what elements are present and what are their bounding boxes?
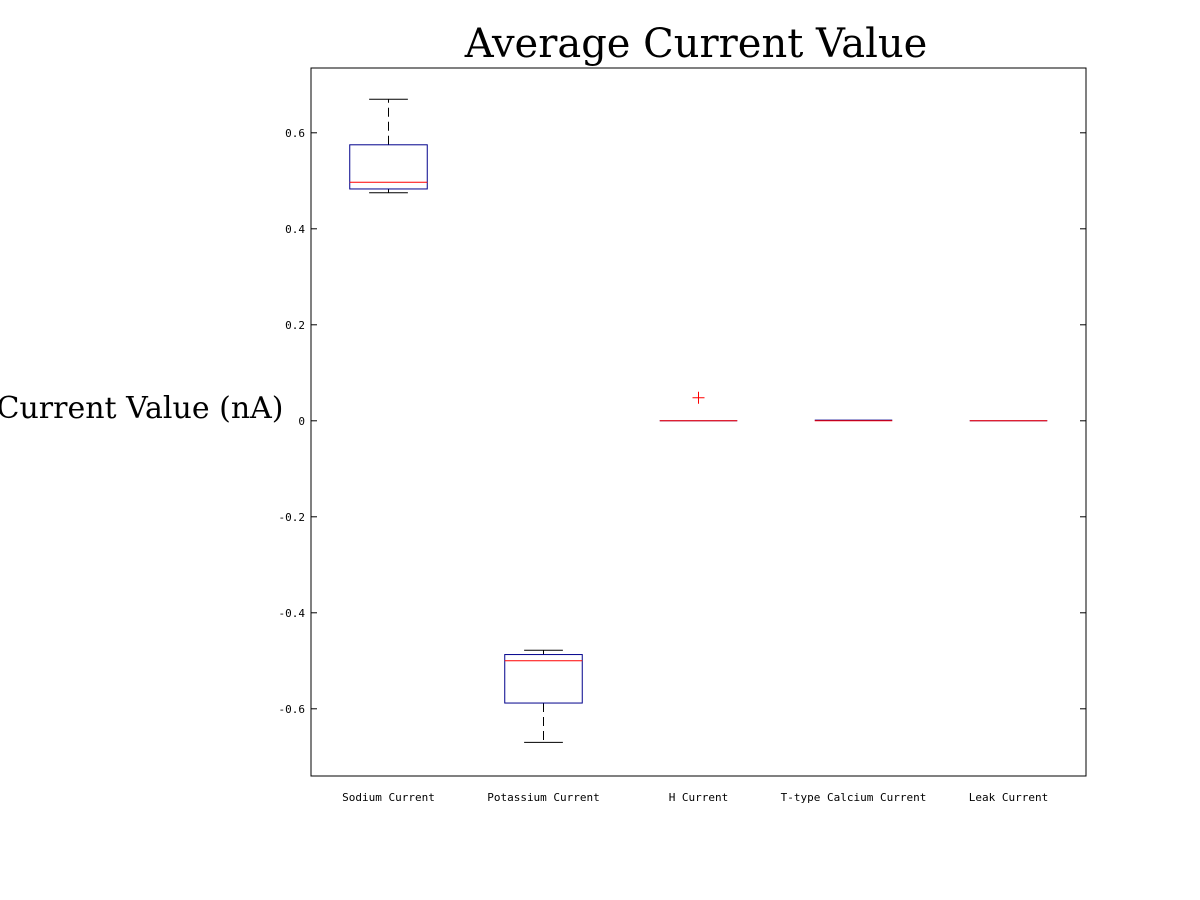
y-tick-label: -0.6 <box>279 703 306 716</box>
y-tick-label: 0 <box>298 415 305 428</box>
chart-title: Average Current Value <box>464 21 928 67</box>
x-tick-label: H Current <box>669 791 729 804</box>
y-axis-ticks: -0.6 -0.4 -0.2 0 0.2 0.4 0.6 <box>279 127 1086 716</box>
x-tick-label: Sodium Current <box>342 791 435 804</box>
x-axis-tick-labels: Sodium Current Potassium Current H Current… <box>342 791 1048 804</box>
iqr-box <box>349 144 428 190</box>
box-group <box>659 391 738 422</box>
outlier-marker <box>692 391 705 404</box>
box-group <box>504 649 583 743</box>
y-tick-label: 0.6 <box>285 127 305 140</box>
box-series <box>349 98 1048 743</box>
y-tick-label: 0.4 <box>285 223 305 236</box>
plot-area-frame <box>310 67 1087 777</box>
x-tick-label: Potassium Current <box>487 791 600 804</box>
iqr-box <box>504 654 583 704</box>
box-group <box>814 419 893 422</box>
y-axis-label: Current Value (nA) <box>0 391 284 426</box>
box-group <box>349 98 428 194</box>
y-tick-label: 0.2 <box>285 319 305 332</box>
y-tick-label: -0.2 <box>279 511 306 524</box>
x-tick-label: Leak Current <box>969 791 1048 804</box>
x-tick-label: T-type Calcium Current <box>781 791 927 804</box>
y-tick-label: -0.4 <box>279 607 306 620</box>
